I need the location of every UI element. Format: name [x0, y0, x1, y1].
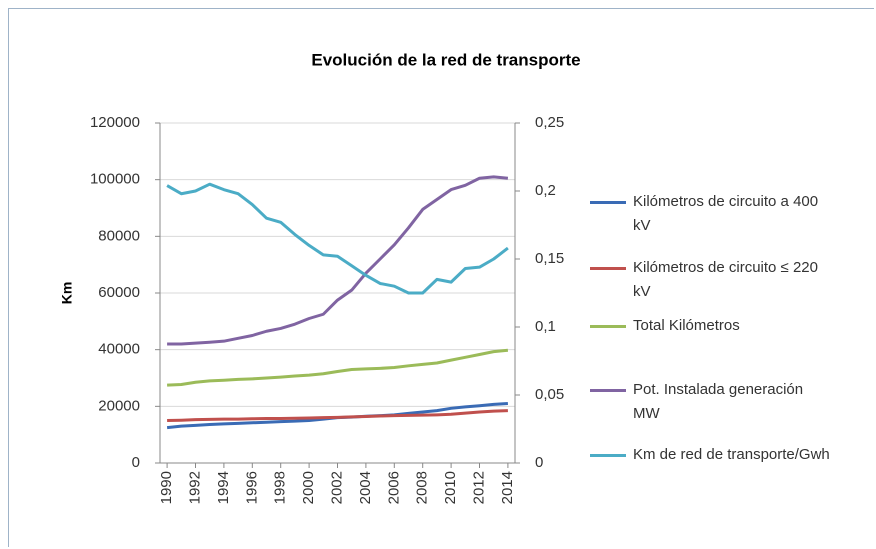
- legend-entry: Kilómetros de circuito a 400 kV: [590, 190, 833, 238]
- y-tick-label: 120000: [90, 114, 140, 131]
- series-line: [167, 175, 509, 346]
- legend-entry: Total Kilómetros: [590, 314, 833, 338]
- y2-tick-label: 0,1: [535, 318, 556, 335]
- series-line: [167, 409, 508, 422]
- y-tick-label: 100000: [90, 171, 140, 188]
- series-line: [166, 402, 508, 430]
- x-tick-label: 2008: [414, 471, 431, 504]
- y-tick-label: 80000: [98, 227, 140, 244]
- x-tick-label: 2014: [499, 471, 516, 504]
- legend-swatch: [590, 389, 626, 392]
- y-tick-label: 60000: [98, 284, 140, 301]
- x-tick-label: 2006: [385, 471, 402, 504]
- legend-label: Total Kilómetros: [633, 317, 740, 334]
- x-tick-label: 1996: [243, 471, 260, 504]
- legend-swatch: [590, 325, 626, 328]
- x-tick-label: 2004: [357, 471, 374, 504]
- x-tick-label: 2000: [300, 471, 317, 504]
- chart-title: Evolución de la red de transporte: [311, 50, 580, 69]
- legend-swatch: [590, 454, 626, 457]
- y2-tick-label: 0,05: [535, 386, 564, 403]
- x-tick-label: 1998: [272, 471, 289, 504]
- legend-entry: Pot. Instalada generación MW: [590, 378, 833, 426]
- legend-entry: Kilómetros de circuito ≤ 220 kV: [590, 256, 833, 304]
- x-tick-label: 2010: [442, 471, 459, 504]
- series-line: [167, 348, 509, 387]
- legend-label: Kilómetros de circuito a 400 kV: [633, 193, 819, 234]
- x-tick-label: 1992: [186, 471, 203, 504]
- y-tick-label: 20000: [98, 397, 140, 414]
- legend-swatch: [590, 201, 626, 204]
- legend-entry: Km de red de transporte/Gwh: [590, 443, 833, 467]
- legend-swatch: [590, 267, 626, 270]
- y-axis-label: Km: [59, 282, 75, 305]
- series-line: [166, 182, 509, 295]
- y2-tick-label: 0,2: [535, 182, 556, 199]
- y2-tick-label: 0,25: [535, 114, 564, 131]
- y2-tick-label: 0,15: [535, 250, 564, 267]
- legend-label: Pot. Instalada generación MW: [633, 381, 804, 422]
- legend-label: Km de red de transporte/Gwh: [633, 446, 830, 463]
- x-tick-label: 2012: [470, 471, 487, 504]
- frame: [8, 8, 874, 547]
- y-tick-label: 40000: [98, 341, 140, 358]
- x-tick-label: 2002: [328, 471, 345, 504]
- y2-tick-label: 0: [535, 454, 543, 471]
- y-tick-label: 0: [132, 454, 140, 471]
- legend-label: Kilómetros de circuito ≤ 220 kV: [633, 259, 818, 300]
- x-tick-label: 1990: [158, 471, 175, 504]
- x-tick-label: 1994: [215, 471, 232, 504]
